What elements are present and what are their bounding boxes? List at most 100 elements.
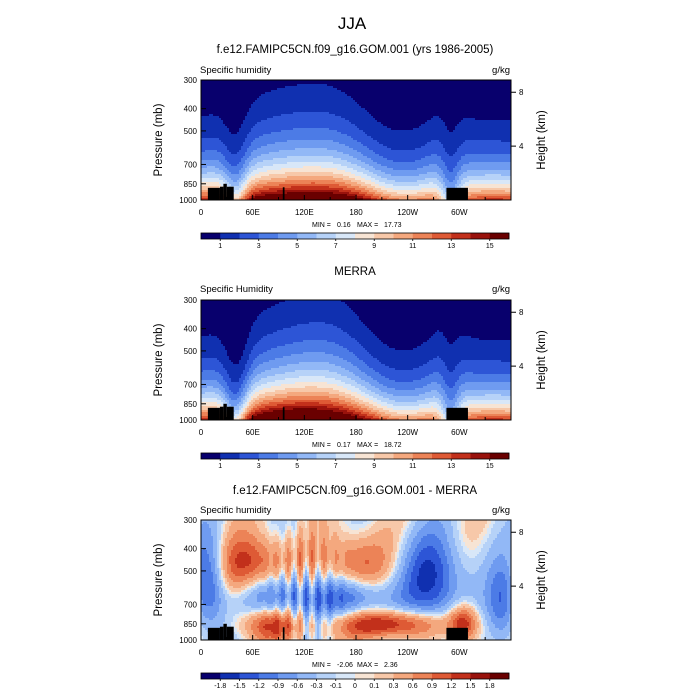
- min-label: MIN =: [312, 442, 331, 449]
- pressure-tick-label: 700: [184, 380, 198, 389]
- colorbar-label: 1: [218, 243, 222, 250]
- panel-title: f.e12.FAMIPC5CN.f09_g16.GOM.001 (yrs 198…: [217, 44, 494, 56]
- max-label: MAX =: [357, 662, 378, 669]
- variable-label: Specific Humidity: [200, 284, 273, 295]
- colorbar-label: 1.8: [485, 683, 495, 690]
- colorbar-swatch: [412, 233, 433, 239]
- colorbar-swatch: [258, 453, 279, 459]
- min-label: MIN =: [312, 662, 331, 669]
- colorbar-swatch: [239, 233, 260, 239]
- longitude-tick-label: 0: [199, 648, 204, 657]
- colorbar-label: 1.2: [446, 683, 456, 690]
- max-value: 2.36: [384, 662, 398, 669]
- longitude-tick-label: 120W: [397, 428, 418, 437]
- colorbar-label: -1.5: [233, 683, 245, 690]
- colorbar-swatch: [258, 673, 279, 679]
- pressure-tick-label: 400: [184, 545, 198, 554]
- colorbar: -1.8 -1.5 -1.2 -0.9 -0.6 -0.3 -0.1 0 0.1 0.3 0.6 0.…: [200, 672, 510, 690]
- min-value: -2.06: [337, 662, 353, 669]
- colorbar-swatch: [201, 453, 221, 459]
- colorbar-swatch: [393, 673, 414, 679]
- colorbar-label: -0.6: [291, 683, 303, 690]
- min-label: MIN =: [312, 222, 331, 229]
- max-value: 17.73: [384, 222, 402, 229]
- colorbar-swatch: [355, 453, 375, 459]
- y-axis-right-label: Height (km): [536, 550, 548, 610]
- colorbar: 1 3 5 7 9 11 13 15: [200, 452, 510, 470]
- colorbar-swatch: [355, 233, 375, 239]
- colorbar-swatch: [316, 233, 337, 239]
- colorbar-label: -0.3: [310, 683, 322, 690]
- colorbar-swatch: [393, 233, 414, 239]
- colorbar-label: 5: [295, 463, 299, 470]
- colorbar-label: 0.9: [427, 683, 437, 690]
- longitude-tick-label: 180: [349, 648, 363, 657]
- colorbar-swatch: [393, 453, 414, 459]
- pressure-tick-label: 1000: [179, 196, 197, 205]
- longitude-tick-label: 180: [349, 428, 363, 437]
- colorbar-label: 7: [334, 243, 338, 250]
- contour-field: [201, 80, 511, 200]
- colorbar-swatch: [451, 233, 471, 239]
- figure-title: JJA: [338, 14, 367, 33]
- colorbar-swatch: [278, 453, 298, 459]
- pressure-axis: 300 400 500 700 850 1000: [179, 516, 206, 645]
- colorbar-label: -1.8: [214, 683, 226, 690]
- max-value: 18.72: [384, 442, 402, 449]
- height-tick-label: 4: [519, 362, 524, 371]
- variable-label: Specific humidity: [200, 505, 272, 516]
- panel-title: f.e12.FAMIPC5CN.f09_g16.GOM.001 - MERRA: [233, 485, 477, 497]
- panel-model: f.e12.FAMIPC5CN.f09_g16.GOM.001 (yrs 198…: [153, 44, 548, 250]
- colorbar-label: 9: [372, 243, 376, 250]
- panel-merra: MERRA Specific Humidity g/kg 30040050070…: [153, 266, 548, 470]
- pressure-tick-label: 850: [184, 180, 198, 189]
- colorbar-swatch: [412, 673, 433, 679]
- colorbar-label: 1: [218, 463, 222, 470]
- longitude-tick-label: 60E: [246, 208, 260, 217]
- colorbar-swatch: [412, 453, 433, 459]
- colorbar-frame: [200, 452, 510, 460]
- height-tick-label: 4: [519, 142, 524, 151]
- colorbar-label: 13: [447, 463, 455, 470]
- pressure-tick-label: 1000: [179, 636, 197, 645]
- colorbar-swatch: [489, 233, 510, 239]
- colorbar-swatch: [432, 453, 452, 459]
- colorbar-label: 0.1: [369, 683, 379, 690]
- colorbar-label: 3: [257, 463, 261, 470]
- colorbar-swatch: [239, 673, 260, 679]
- colorbar-swatch: [374, 233, 394, 239]
- min-max-readout: MIN = 0.16 MAX = 17.73: [312, 222, 402, 229]
- contour-field: [201, 520, 511, 640]
- colorbar-label: 0.3: [389, 683, 399, 690]
- pressure-tick-label: 400: [184, 325, 198, 334]
- colorbar-label: 15: [486, 243, 494, 250]
- colorbar-swatch: [335, 233, 356, 239]
- colorbar-swatch: [374, 453, 394, 459]
- longitude-axis: 0 60E 120E 180 120W 60W: [199, 415, 512, 437]
- colorbar-swatch: [451, 673, 471, 679]
- height-tick-label: 8: [519, 528, 524, 537]
- pressure-tick-label: 700: [184, 600, 198, 609]
- colorbar-swatch: [297, 453, 317, 459]
- y-axis-label: Pressure (mb): [153, 323, 165, 396]
- colorbar-label: 11: [409, 243, 416, 250]
- colorbar-swatch: [432, 673, 452, 679]
- pressure-tick-label: 500: [184, 567, 198, 576]
- height-axis: 84: [511, 528, 524, 591]
- pressure-axis: 300 400 500 700 850 1000: [179, 296, 206, 425]
- longitude-tick-label: 0: [199, 428, 204, 437]
- longitude-tick-label: 60E: [246, 648, 260, 657]
- colorbar-swatch: [220, 233, 240, 239]
- pressure-tick-label: 300: [184, 76, 198, 85]
- longitude-tick-label: 60W: [451, 648, 468, 657]
- colorbar-swatch: [297, 673, 317, 679]
- longitude-tick-label: 60W: [451, 208, 468, 217]
- min-max-readout: MIN = -2.06 MAX = 2.36: [312, 662, 398, 669]
- colorbar-swatch: [220, 673, 240, 679]
- max-label: MAX =: [357, 222, 378, 229]
- colorbar-frame: [200, 232, 510, 240]
- colorbar-label: 0.6: [408, 683, 418, 690]
- units-label: g/kg: [492, 284, 510, 295]
- colorbar-swatch: [278, 673, 298, 679]
- longitude-tick-label: 180: [349, 208, 363, 217]
